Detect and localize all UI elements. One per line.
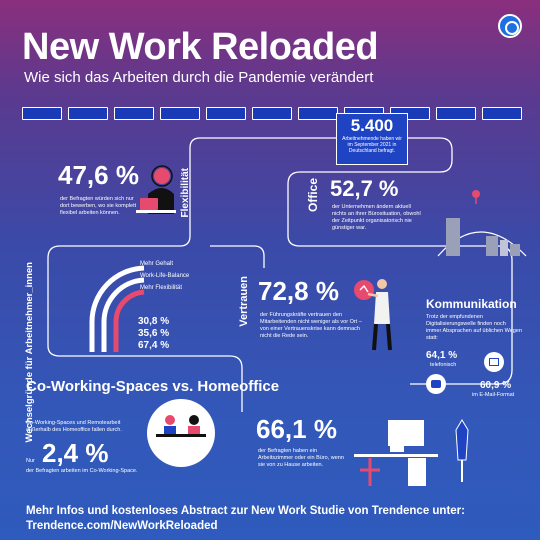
phone-pct: 64,1 % [426,350,458,361]
coworking-text: Co-Working-Spaces und Remotearbeit außer… [26,420,122,433]
room-text: der Befragten haben ein Arbeitszimmer od… [258,448,344,468]
reason-item-1: Work-Life-Balance [140,273,190,279]
coworking-illustration [147,399,215,467]
tile [114,107,154,120]
trust-label: Vertrauen [238,276,250,327]
reason-item-0: Mehr Gehalt [140,261,174,267]
communication-text: Trotz der empfundenen Digitalisierungswe… [426,314,522,341]
footer-text: Mehr Infos und kostenloses Abstract zur … [26,505,465,517]
communication-title: Kommunikation [426,297,517,311]
tile [22,107,62,120]
reason-item-2: Mehr Flexibilität [140,285,183,291]
phone-label: telefonisch [430,362,457,368]
tile [436,107,476,120]
flexibility-label: Flexibilität [180,168,191,218]
person-pointing-illustration [354,279,392,351]
survey-count: 5.400 [350,116,394,135]
home-office-illustration [354,419,469,486]
footer-link[interactable]: Trendence.com/NewWorkReloaded [26,520,218,532]
coworking-text2: der Befragten arbeiten im Co-Working-Spa… [26,468,138,474]
footer: Mehr Infos und kostenloses Abstract zur … [26,504,465,534]
office-buildings-illustration [437,190,527,257]
office-text: der Unternehmen ändern aktuell nichts an… [332,204,421,231]
survey-text: Arbeitnehmende haben wir im September 20… [342,136,402,154]
coworking-title: Co-Working-Spaces vs. Homeoffice [26,378,280,395]
page-title: New Work Reloaded [22,26,379,68]
tile [160,107,200,120]
reason-pct-1: 35,6 % [138,328,170,339]
email-label: im E-Mail-Format [472,392,515,398]
reasons-label: Wechselgründe für Arbeitnehmer_innen [24,262,35,443]
room-pct: 66,1 % [256,414,337,444]
tile [206,107,246,120]
survey-count-box: 5.400 Arbeitnehmende haben wir im Septem… [336,113,408,165]
reasons-arc-chart [89,265,145,352]
trust-pct: 72,8 % [258,276,339,306]
decorative-tiles [22,107,522,121]
coworking-pct: 2,4 % [42,438,109,468]
flexibility-pct: 47,6 % [58,160,139,190]
email-pct: 60,9 % [480,380,512,391]
tile [252,107,292,120]
phone-icon [426,374,446,394]
tile [482,107,522,120]
email-icon [484,352,504,372]
office-label: Office [306,178,320,213]
office-pct: 52,7 % [330,176,399,201]
trust-text: der Führungskräfte vertrauen den Mitarbe… [260,312,362,339]
tile [68,107,108,120]
tile [298,107,338,120]
page-subtitle: Wie sich das Arbeiten durch die Pandemie… [24,69,374,86]
reason-pct-0: 30,8 % [138,316,170,327]
reason-pct-2: 67,4 % [138,340,170,351]
trendence-logo-icon [498,14,522,38]
coworking-prefix: Nur [26,458,35,464]
flexibility-text: der Befragten würden sich nur dort bewer… [60,196,137,216]
person-laptop-illustration [136,165,176,214]
